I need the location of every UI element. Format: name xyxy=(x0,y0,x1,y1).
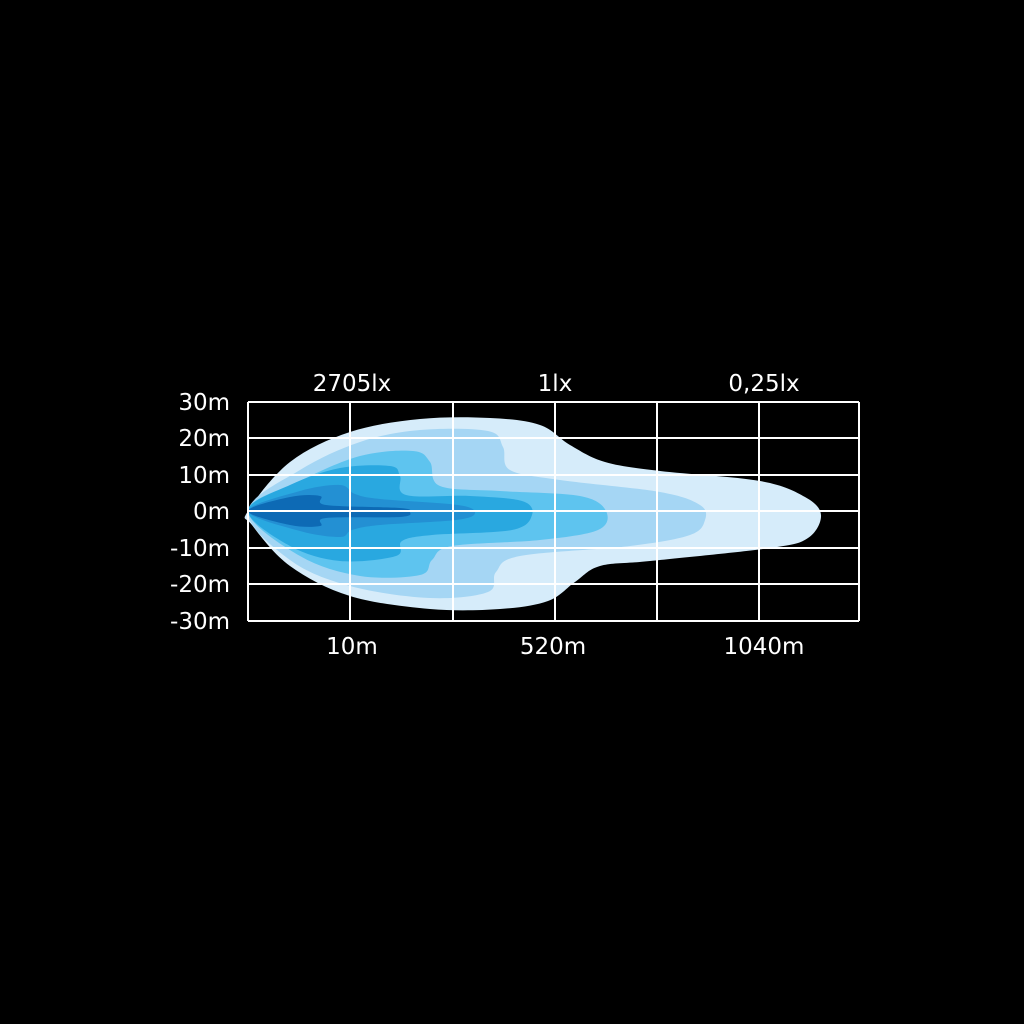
x-tick-labels: 10m 520m 1040m xyxy=(326,634,804,660)
x-tick-label: 10m xyxy=(326,634,378,660)
grid xyxy=(247,401,860,622)
lux-labels: 2705lx 1lx 0,25lx xyxy=(313,371,800,397)
lux-label: 0,25lx xyxy=(728,371,799,397)
lux-label: 1lx xyxy=(538,371,573,397)
y-tick-label: 30m xyxy=(178,390,230,416)
x-tick-label: 520m xyxy=(520,634,586,660)
y-tick-label: 10m xyxy=(178,463,230,489)
y-tick-label: -10m xyxy=(170,536,230,562)
y-tick-label: -20m xyxy=(170,572,230,598)
lux-label: 2705lx xyxy=(313,371,392,397)
y-tick-label: 0m xyxy=(193,499,230,525)
beam-contours xyxy=(244,417,822,611)
y-tick-label: -30m xyxy=(170,609,230,635)
y-tick-label: 20m xyxy=(178,426,230,452)
x-tick-label: 1040m xyxy=(724,634,805,660)
y-tick-labels: 30m 20m 10m 0m -10m -20m -30m xyxy=(170,390,230,635)
